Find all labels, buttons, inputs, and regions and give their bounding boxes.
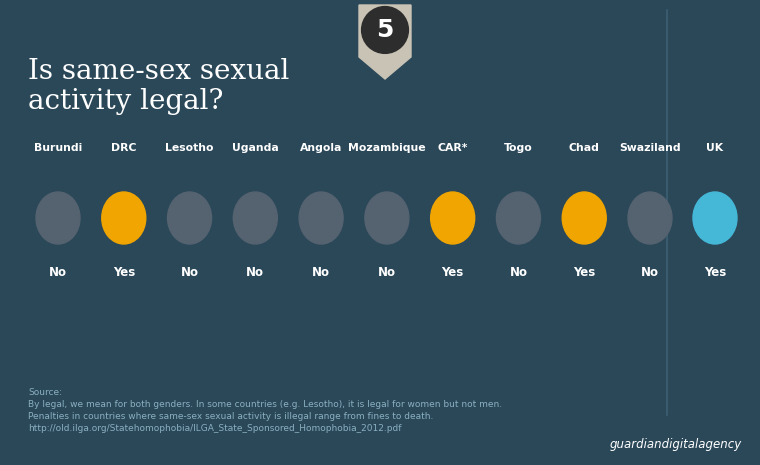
Ellipse shape [233,192,277,244]
Ellipse shape [36,192,80,244]
Text: No: No [246,266,264,279]
Text: Penalties in countries where same-sex sexual activity is illegal range from fine: Penalties in countries where same-sex se… [28,412,433,421]
Text: Togo: Togo [504,143,533,153]
Text: Chad: Chad [568,143,600,153]
Text: Lesotho: Lesotho [166,143,214,153]
Ellipse shape [431,192,475,244]
Text: Yes: Yes [442,266,464,279]
Text: UK: UK [707,143,724,153]
Text: Uganda: Uganda [232,143,279,153]
Text: Burundi: Burundi [34,143,82,153]
Text: Yes: Yes [573,266,595,279]
Ellipse shape [496,192,540,244]
Text: Source:: Source: [28,388,62,397]
Text: No: No [641,266,659,279]
Text: No: No [49,266,67,279]
Ellipse shape [693,192,737,244]
Text: Angola: Angola [300,143,342,153]
Text: By legal, we mean for both genders. In some countries (e.g. Lesotho), it is lega: By legal, we mean for both genders. In s… [28,400,502,409]
Text: Swaziland: Swaziland [619,143,681,153]
Text: Yes: Yes [704,266,726,279]
Text: No: No [378,266,396,279]
Text: guardiandigitalagency: guardiandigitalagency [610,438,742,451]
Ellipse shape [365,192,409,244]
Text: http://old.ilga.org/Statehomophobia/ILGA_State_Sponsored_Homophobia_2012.pdf: http://old.ilga.org/Statehomophobia/ILGA… [28,424,401,433]
Text: Mozambique: Mozambique [348,143,426,153]
Text: 5: 5 [376,18,394,42]
Ellipse shape [167,192,211,244]
Circle shape [362,7,408,53]
Ellipse shape [102,192,146,244]
Text: No: No [181,266,198,279]
Text: CAR*: CAR* [438,143,468,153]
Text: DRC: DRC [111,143,137,153]
Polygon shape [359,5,411,79]
Text: Yes: Yes [112,266,135,279]
Ellipse shape [299,192,343,244]
Ellipse shape [628,192,672,244]
Text: No: No [509,266,527,279]
Text: activity legal?: activity legal? [28,88,223,115]
Text: No: No [312,266,330,279]
Text: Is same-sex sexual: Is same-sex sexual [28,58,290,85]
Ellipse shape [562,192,606,244]
